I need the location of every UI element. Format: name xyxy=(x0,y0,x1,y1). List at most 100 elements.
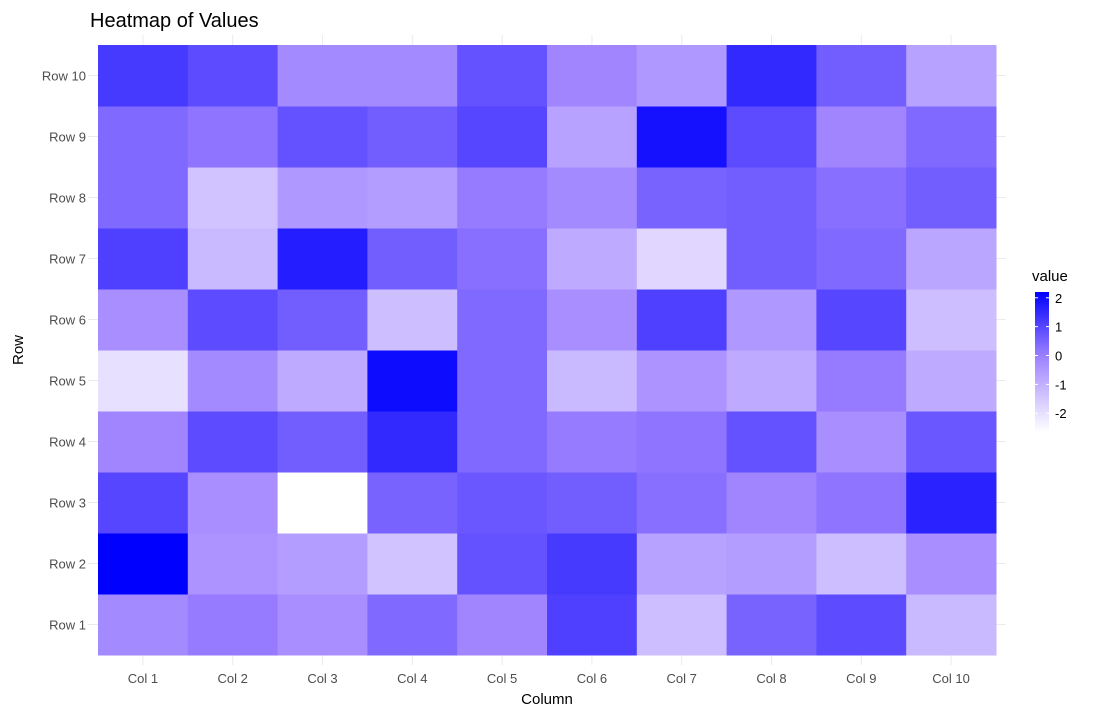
heatmap-cell xyxy=(906,228,997,290)
heatmap-cell xyxy=(726,289,817,351)
heatmap-cell xyxy=(457,228,548,290)
heatmap-cell xyxy=(277,106,368,168)
legend-colorbar xyxy=(1035,292,1049,432)
heatmap-cell xyxy=(367,45,458,107)
heatmap-cell xyxy=(816,167,907,229)
heatmap-cell xyxy=(547,594,638,656)
x-tick-label: Col 3 xyxy=(307,671,337,686)
heatmap-cell xyxy=(98,533,189,595)
legend-tick-label: -1 xyxy=(1055,377,1067,392)
y-tick-label: Row 3 xyxy=(49,496,86,511)
heatmap-cell xyxy=(187,106,279,168)
heatmap-cell xyxy=(277,167,368,229)
heatmap-cell xyxy=(187,411,279,473)
heatmap-cell xyxy=(906,533,997,595)
heatmap-cell xyxy=(187,594,279,656)
heatmap-cell xyxy=(636,350,728,412)
x-tick-labels: Col 1 Col 2 Col 3 Col 4 Col 5 Col 6 Col 7 Col 8… xyxy=(128,671,970,686)
heatmap-cell xyxy=(457,533,548,595)
heatmap-cell xyxy=(98,472,189,534)
y-tick-labels: Row 1 Row 2 Row 3 Row 4 Row 5 Row 6 Row 7 Row 8… xyxy=(42,69,86,633)
x-tick-label: Col 5 xyxy=(487,671,517,686)
heatmap-cell xyxy=(98,45,189,107)
heatmap-cell xyxy=(816,228,907,290)
heatmap-cell xyxy=(457,594,548,656)
heatmap-cell xyxy=(726,167,817,229)
heatmap-cell xyxy=(187,228,279,290)
heatmap-cell xyxy=(636,594,728,656)
heatmap-cell xyxy=(457,350,548,412)
heatmap-cell xyxy=(726,594,817,656)
y-axis-title: Row xyxy=(10,335,27,365)
heatmap-cell xyxy=(98,228,189,290)
legend-title: value xyxy=(1032,268,1068,285)
heatmap-cell xyxy=(187,45,279,107)
heatmap-cell xyxy=(367,472,458,534)
x-tick-label: Col 4 xyxy=(397,671,427,686)
x-tick-label: Col 8 xyxy=(756,671,786,686)
heatmap-cell xyxy=(98,594,189,656)
heatmap-cell xyxy=(98,106,189,168)
y-tick-label: Row 6 xyxy=(49,313,86,328)
heatmap-cell xyxy=(277,289,368,351)
y-tick-label: Row 1 xyxy=(49,618,86,633)
heatmap-cell xyxy=(367,350,458,412)
heatmap-cell xyxy=(547,533,638,595)
heatmap-cell xyxy=(726,533,817,595)
heatmap-cell xyxy=(547,350,638,412)
heatmap-cell xyxy=(636,472,728,534)
heatmap-cell xyxy=(98,411,189,473)
x-axis-title: Column xyxy=(521,691,573,708)
heatmap-cell xyxy=(187,533,279,595)
heatmap-cell xyxy=(816,411,907,473)
heatmap-cell xyxy=(906,167,997,229)
heatmap-cell xyxy=(906,594,997,656)
heatmap-cell xyxy=(816,472,907,534)
heatmap-cell xyxy=(367,533,458,595)
y-tick-label: Row 8 xyxy=(49,191,86,206)
x-tick-label: Col 1 xyxy=(128,671,158,686)
heatmap-cell xyxy=(726,411,817,473)
heatmap-cell xyxy=(277,411,368,473)
heatmap-cell xyxy=(547,167,638,229)
y-tick-label: Row 10 xyxy=(42,69,86,84)
legend-tick-label: 2 xyxy=(1055,291,1062,306)
heatmap-cell xyxy=(726,228,817,290)
heatmap-cell xyxy=(726,350,817,412)
y-tick-label: Row 2 xyxy=(49,557,86,572)
heatmap-cell xyxy=(816,289,907,351)
heatmap-cell xyxy=(187,472,279,534)
heatmap-cell xyxy=(98,350,189,412)
heatmap-cell xyxy=(636,228,728,290)
heatmap-cell xyxy=(277,228,368,290)
heatmap-cell xyxy=(906,472,997,534)
heatmap-cell xyxy=(98,289,189,351)
heatmap-cells xyxy=(98,45,997,656)
heatmap-cell xyxy=(906,411,997,473)
y-tick-label: Row 9 xyxy=(49,130,86,145)
heatmap-cell xyxy=(547,106,638,168)
heatmap-cell xyxy=(636,411,728,473)
x-tick-label: Col 9 xyxy=(846,671,876,686)
legend: value 2 1 0 -1 -2 xyxy=(1032,268,1068,432)
heatmap-cell xyxy=(367,594,458,656)
heatmap-cell xyxy=(457,45,548,107)
heatmap-cell xyxy=(277,45,368,107)
heatmap-cell xyxy=(726,45,817,107)
heatmap-cell xyxy=(547,45,638,107)
heatmap-cell xyxy=(187,350,279,412)
heatmap-cell xyxy=(277,594,368,656)
heatmap-cell xyxy=(906,106,997,168)
heatmap-cell xyxy=(547,289,638,351)
heatmap-cell xyxy=(906,289,997,351)
x-tick-label: Col 10 xyxy=(932,671,970,686)
chart-title: Heatmap of Values xyxy=(90,10,259,32)
heatmap-cell xyxy=(636,167,728,229)
heatmap-cell xyxy=(816,594,907,656)
x-tick-label: Col 6 xyxy=(577,671,607,686)
heatmap-cell xyxy=(457,411,548,473)
heatmap-cell xyxy=(547,411,638,473)
heatmap-cell xyxy=(367,228,458,290)
heatmap-cell xyxy=(726,106,817,168)
